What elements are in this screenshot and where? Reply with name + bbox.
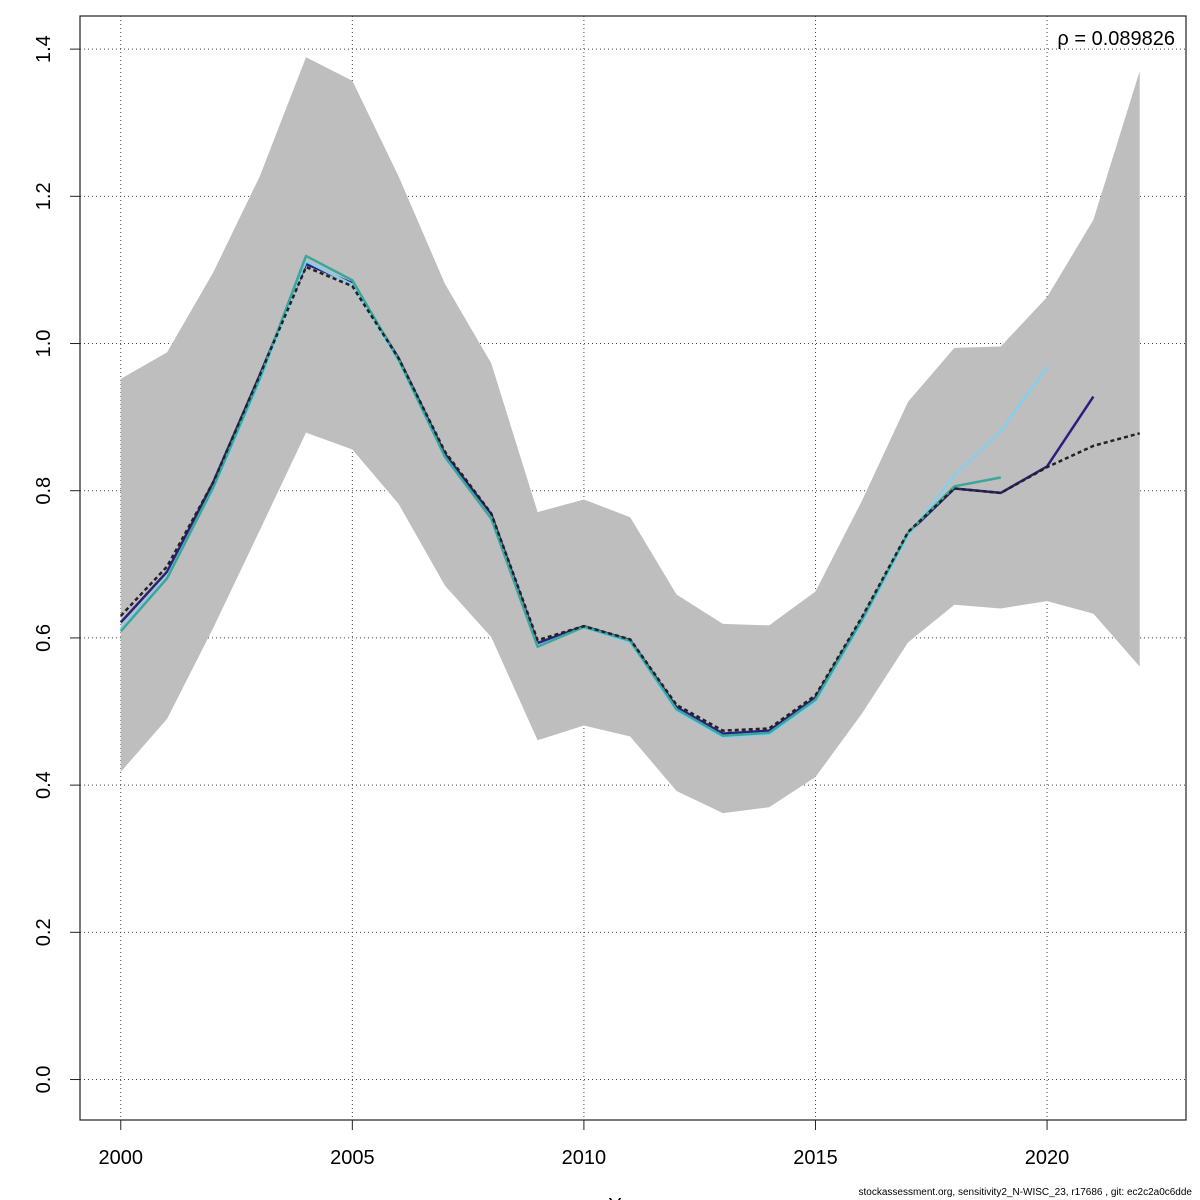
axes: 2000 2005 2010 2015 2020 0.0 0.2 0.4 0.6 0.8 1.0 1.… [33, 15, 1187, 1169]
y-tick-label: 0.8 [33, 477, 55, 505]
x-tick-label: 2015 [793, 1147, 838, 1169]
y-tick-label: 1.2 [33, 182, 55, 210]
y-tick-label: 0.6 [33, 624, 55, 652]
x-tick-label: 2000 [99, 1147, 144, 1169]
plot-frame [79, 15, 1187, 1121]
y-tick-label: 0.0 [33, 1066, 55, 1094]
y-tick-label: 1.4 [33, 35, 55, 63]
x-tick-label: 2010 [562, 1147, 607, 1169]
x-axis-label: Y [608, 1195, 621, 1200]
x-tick-label: 2020 [1025, 1147, 1070, 1169]
y-tick-label: 0.4 [33, 771, 55, 799]
series-layer [119, 254, 1141, 739]
rho-annotation: ρ = 0.089826 [1057, 28, 1175, 50]
footer-credit: stockassessment.org, sensitivity2_N-WISC… [858, 1187, 1193, 1198]
series-line-3 [119, 254, 1001, 738]
confidence-band [120, 57, 1140, 814]
confidence-band-layer [120, 57, 1140, 814]
series-line-4 [119, 265, 1141, 732]
x-tick-label: 2005 [330, 1147, 375, 1169]
y-tick-label: 1.0 [33, 330, 55, 358]
y-tick-label: 0.2 [33, 918, 55, 946]
